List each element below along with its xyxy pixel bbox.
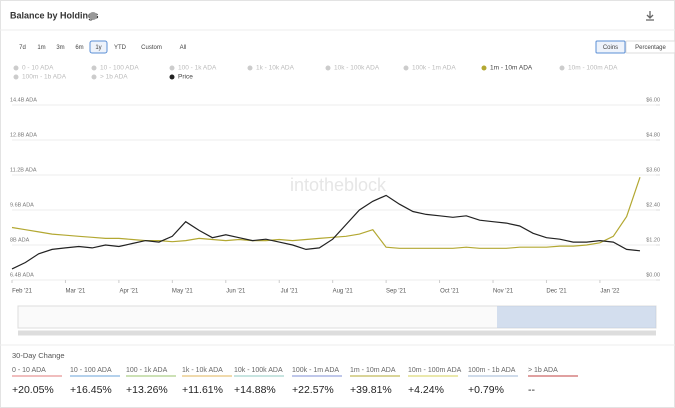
legend-marker[interactable] <box>403 65 409 71</box>
legend-label[interactable]: > 1b ADA <box>100 74 128 81</box>
unit-button[interactable] <box>625 40 675 54</box>
navigator-selection[interactable] <box>497 306 656 328</box>
range-button[interactable] <box>108 40 132 54</box>
change-value: +4.24% <box>408 384 444 396</box>
legend-label[interactable]: 100 - 1k ADA <box>178 65 217 72</box>
legend-label[interactable]: 100k - 1m ADA <box>412 65 456 72</box>
x-tick-label: Jan '22 <box>600 289 620 295</box>
legend-marker[interactable] <box>91 74 97 80</box>
y-tick-label: 12.8B ADA <box>10 132 37 138</box>
legend-marker[interactable] <box>247 65 253 71</box>
range-button[interactable] <box>51 40 70 54</box>
legend-label[interactable]: 10 - 100 ADA <box>100 65 139 72</box>
x-tick-label: Dec '21 <box>546 289 567 295</box>
change-label: 100 - 1k ADA <box>126 367 168 374</box>
range-button[interactable] <box>171 40 195 54</box>
y2-tick-label: $6.00 <box>646 97 660 103</box>
range-button[interactable] <box>89 40 108 54</box>
x-tick-label: Sep '21 <box>386 289 407 295</box>
legend-marker[interactable] <box>169 65 175 71</box>
y2-tick-label: $4.80 <box>646 132 660 138</box>
x-tick-label: Aug '21 <box>333 289 354 295</box>
y2-tick-label: $0.00 <box>646 272 660 278</box>
y-tick-label: 11.2B ADA <box>10 167 37 173</box>
y-tick-label: 8B ADA <box>10 237 30 243</box>
range-button[interactable] <box>70 40 89 54</box>
x-tick-label: Nov '21 <box>493 289 514 295</box>
y2-tick-label: $1.20 <box>646 237 660 243</box>
range-label: 3m <box>56 45 64 51</box>
change-value: +39.81% <box>350 384 392 396</box>
change-label: 100m - 1b ADA <box>468 367 516 374</box>
info-icon[interactable] <box>89 12 97 20</box>
unit-label: Percentage <box>635 45 666 51</box>
change-label: 100k - 1m ADA <box>292 367 339 374</box>
range-label: Custom <box>141 45 162 51</box>
range-label: 1y <box>95 45 101 51</box>
x-tick-label: Oct '21 <box>440 289 459 295</box>
legend-label[interactable]: 100m - 1b ADA <box>22 74 67 81</box>
change-value: +14.88% <box>234 384 276 396</box>
change-value: +0.79% <box>468 384 504 396</box>
legend-marker[interactable] <box>559 65 565 71</box>
legend-marker[interactable] <box>169 74 175 80</box>
y2-tick-label: $2.40 <box>646 202 660 208</box>
legend-label[interactable]: 0 - 10 ADA <box>22 65 54 72</box>
change-label: 1m - 10m ADA <box>350 367 396 374</box>
range-label: YTD <box>114 45 127 51</box>
range-button[interactable] <box>132 40 171 54</box>
legend-marker[interactable] <box>481 65 487 71</box>
x-tick-label: Feb '21 <box>12 289 32 295</box>
change-label: 10k - 100k ADA <box>234 367 283 374</box>
range-button[interactable] <box>32 40 51 54</box>
watermark: intotheblock <box>290 175 387 195</box>
legend-label[interactable]: 1m - 10m ADA <box>490 65 533 72</box>
change-label: 10m - 100m ADA <box>408 367 462 374</box>
change-value: +11.61% <box>182 384 223 396</box>
x-tick-label: May '21 <box>172 289 193 295</box>
title: Balance by Holdings <box>10 10 99 20</box>
y-tick-label: 6.4B ADA <box>10 272 34 278</box>
change-value: +22.57% <box>292 384 334 396</box>
legend-label[interactable]: 10m - 100m ADA <box>568 65 618 72</box>
x-tick-label: Apr '21 <box>119 289 138 295</box>
unit-button[interactable] <box>595 40 626 54</box>
legend-marker[interactable] <box>13 74 19 80</box>
change-label: 1k - 10k ADA <box>182 367 223 374</box>
range-label: 1m <box>37 45 45 51</box>
change-label: > 1b ADA <box>528 367 558 374</box>
legend-marker[interactable] <box>91 65 97 71</box>
legend-label[interactable]: Price <box>178 74 193 81</box>
range-label: 7d <box>19 45 26 51</box>
legend-label[interactable]: 10k - 100k ADA <box>334 65 380 72</box>
x-tick-label: Mar '21 <box>66 289 86 295</box>
change-value: +20.05% <box>12 384 54 396</box>
legend-label[interactable]: 1k - 10k ADA <box>256 65 295 72</box>
y2-tick-label: $3.60 <box>646 167 660 173</box>
range-label: 6m <box>75 45 83 51</box>
change-value: +16.45% <box>70 384 112 396</box>
change-value: +13.26% <box>126 384 168 396</box>
change-label: 0 - 10 ADA <box>12 367 46 374</box>
legend-marker[interactable] <box>13 65 19 71</box>
y-tick-label: 14.4B ADA <box>10 97 37 103</box>
series-line <box>11 194 641 270</box>
download-icon[interactable] <box>646 11 654 21</box>
y-tick-label: 9.6B ADA <box>10 202 34 208</box>
range-button[interactable] <box>13 40 32 54</box>
series-line <box>11 177 641 249</box>
x-tick-label: Jun '21 <box>226 289 246 295</box>
x-tick-label: Jul '21 <box>281 289 299 295</box>
unit-label: Coins <box>603 45 618 51</box>
changes-title: 30-Day Change <box>12 351 65 360</box>
change-label: 10 - 100 ADA <box>70 367 112 374</box>
change-value: -- <box>528 384 535 396</box>
legend-marker[interactable] <box>325 65 331 71</box>
range-label: All <box>180 45 187 51</box>
